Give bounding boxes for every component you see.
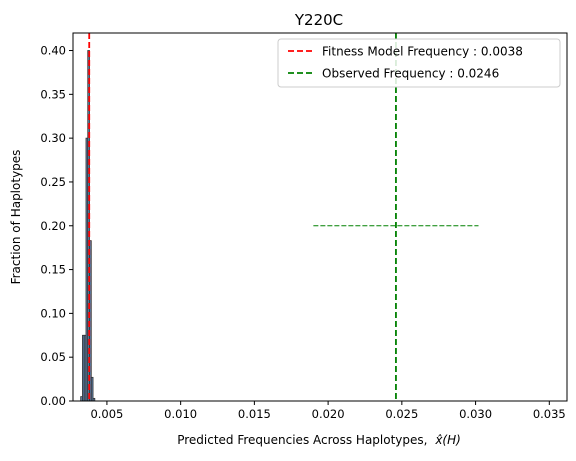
legend: Fitness Model Frequency : 0.0038 Observe… [277,38,561,88]
x-axis-label-math: x̂(H) [434,433,461,447]
y-tick-label: 0.15 [40,263,66,277]
x-tick-label: 0.035 [533,407,566,421]
y-axis: 0.00 0.05 0.10 0.15 0.20 0.25 0.30 0.35 0.40 [40,44,73,408]
histogram-bar [90,376,94,402]
reference-lines [88,33,397,401]
x-tick-label: 0.020 [312,407,345,421]
x-axis-label: Predicted Frequencies Across Haplotypes,… [177,433,461,447]
x-tick-label: 0.030 [459,407,492,421]
y-tick-label: 0.30 [40,131,66,145]
y-tick-label: 0.00 [40,394,66,408]
x-axis-label-text: Predicted Frequencies Across Haplotypes, [177,433,427,447]
y-tick-label: 0.35 [40,87,66,101]
legend-label-fitness: Fitness Model Frequency : 0.0038 [322,45,523,59]
y-tick-label: 0.20 [40,219,66,233]
y-tick-label: 0.10 [40,306,66,320]
y-tick-label: 0.25 [40,175,66,189]
y-tick-label: 0.40 [40,44,66,58]
plot-background [73,33,567,401]
legend-label-observed: Observed Frequency : 0.0246 [322,67,499,81]
x-tick-label: 0.025 [385,407,418,421]
x-axis: 0.005 0.010 0.015 0.020 0.025 0.030 0.035 [90,401,566,421]
legend-box [277,38,561,88]
plot-frame [72,32,568,402]
x-tick-label: 0.015 [238,407,271,421]
y-axis-label: Fraction of Haplotypes [9,150,23,285]
chart-title: Y220C [294,11,343,29]
x-tick-label: 0.005 [90,407,123,421]
y-tick-label: 0.05 [40,350,66,364]
x-tick-label: 0.010 [164,407,197,421]
plot-area [72,32,568,402]
